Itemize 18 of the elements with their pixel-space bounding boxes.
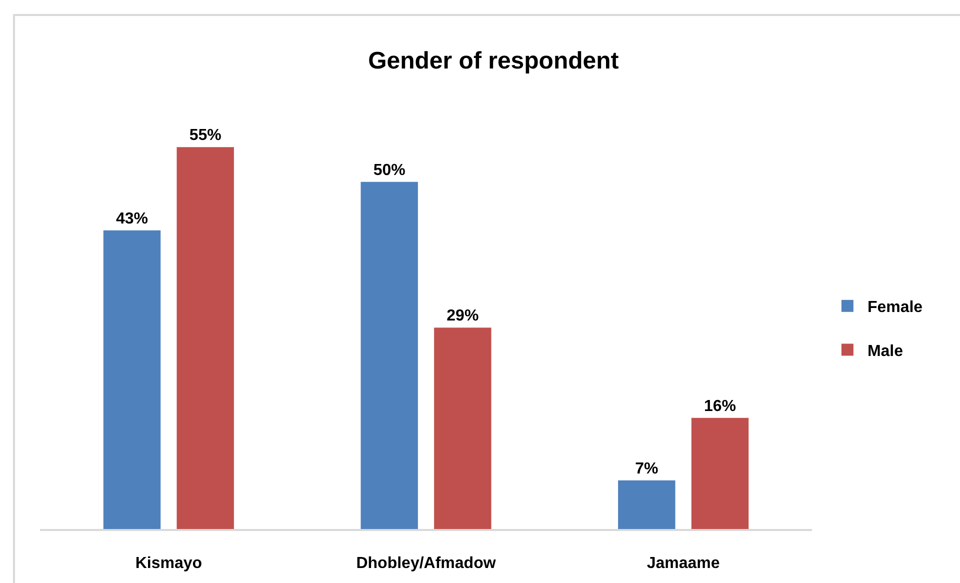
- x-tick-label: Jamaame: [646, 555, 720, 572]
- data-label: 55%: [189, 127, 222, 144]
- data-label: 29%: [446, 308, 479, 325]
- data-label: 16%: [704, 398, 736, 415]
- chart-title: Gender of respondent: [368, 47, 619, 74]
- bar: [618, 480, 676, 529]
- legend-label: Male: [867, 342, 904, 360]
- bar: [691, 418, 749, 529]
- legend-label: Female: [867, 299, 923, 316]
- data-label: 43%: [116, 210, 148, 228]
- x-tick-label: Dhobley/Afmadow: [356, 555, 496, 572]
- data-label: 50%: [373, 162, 406, 179]
- bar: [176, 147, 234, 529]
- data-label: 7%: [635, 460, 658, 478]
- bar: [360, 182, 418, 529]
- bar: [434, 328, 492, 529]
- x-tick-label: Kismayo: [135, 555, 202, 572]
- bar: [103, 230, 161, 529]
